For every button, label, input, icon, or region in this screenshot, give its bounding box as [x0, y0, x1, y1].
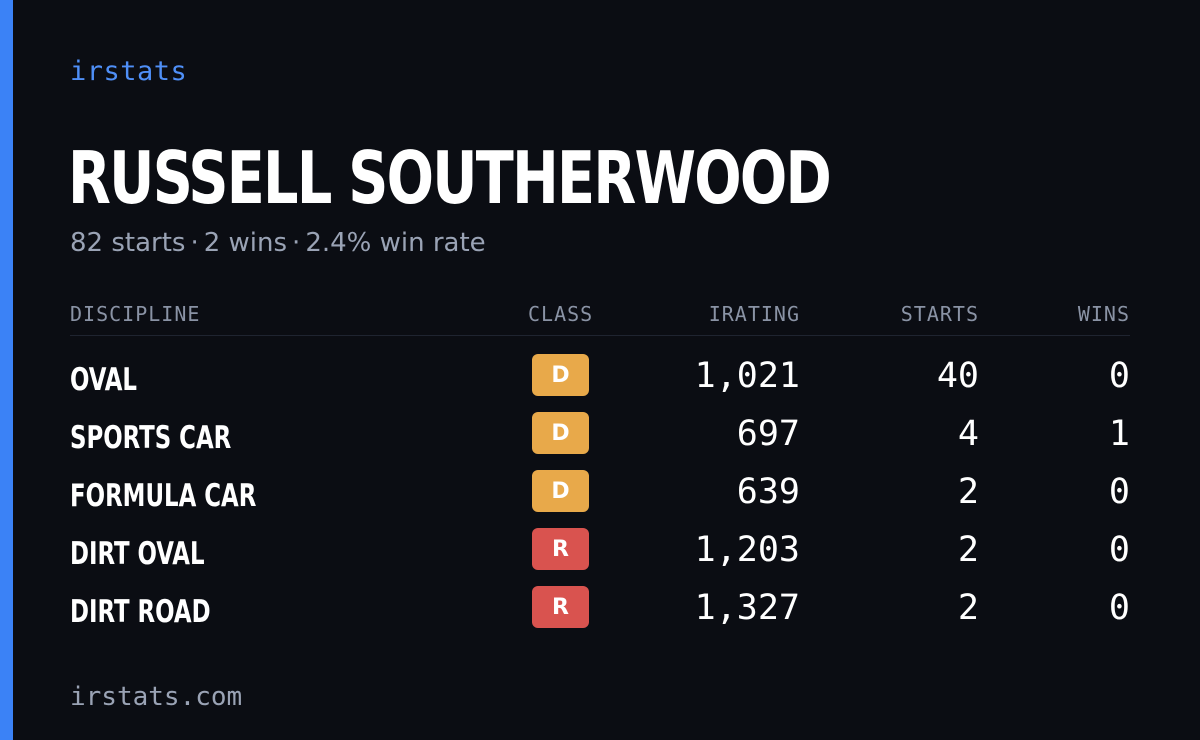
- discipline-name: DIRT OVAL: [70, 536, 205, 572]
- summary-separator: ·: [190, 228, 199, 258]
- starts-value: 2: [957, 530, 979, 570]
- accent-bar: [0, 0, 13, 740]
- wins-value: 0: [1108, 472, 1130, 512]
- table-row: FORMULA CAR D 639 2 0: [70, 468, 1130, 526]
- table-row: OVAL D 1,021 40 0: [70, 352, 1130, 410]
- wins-value: 0: [1108, 530, 1130, 570]
- driver-name: RUSSELL SOUTHERWOOD: [68, 136, 832, 220]
- starts-value: 40: [936, 356, 979, 396]
- header-irating: IRATING: [708, 302, 800, 326]
- table-row: DIRT OVAL R 1,203 2 0: [70, 526, 1130, 584]
- wins-value: 0: [1108, 588, 1130, 628]
- class-badge: D: [532, 412, 589, 454]
- class-badge: R: [532, 528, 589, 570]
- wins-value: 1: [1108, 414, 1130, 454]
- table-row: DIRT ROAD R 1,327 2 0: [70, 584, 1130, 642]
- irating-value: 1,021: [694, 356, 800, 396]
- summary-wins: 2 wins: [203, 228, 288, 258]
- discipline-stats-table: DISCIPLINE CLASS IRATING STARTS WINS OVA…: [70, 296, 1130, 630]
- table-body: OVAL D 1,021 40 0 SPORTS CAR D 697 4 1 F…: [70, 352, 1130, 642]
- discipline-name: SPORTS CAR: [70, 420, 232, 456]
- class-badge: D: [532, 470, 589, 512]
- starts-value: 2: [957, 472, 979, 512]
- discipline-name: FORMULA CAR: [70, 478, 257, 514]
- discipline-name: DIRT ROAD: [70, 594, 211, 630]
- wins-value: 0: [1108, 356, 1130, 396]
- irating-value: 697: [736, 414, 800, 454]
- summary-starts: 82 starts: [70, 228, 186, 258]
- header-class: CLASS: [528, 302, 594, 326]
- irating-value: 1,327: [694, 588, 800, 628]
- header-wins: WINS: [1077, 302, 1130, 326]
- discipline-name: OVAL: [70, 362, 138, 398]
- brand-logo-text: irstats: [70, 56, 188, 87]
- summary-win-rate: 2.4% win rate: [305, 228, 486, 258]
- header-starts: STARTS: [900, 302, 979, 326]
- irating-value: 639: [736, 472, 800, 512]
- class-badge: R: [532, 586, 589, 628]
- irating-value: 1,203: [694, 530, 800, 570]
- starts-value: 2: [957, 588, 979, 628]
- footer-site-url: irstats.com: [70, 682, 243, 712]
- table-row: SPORTS CAR D 697 4 1: [70, 410, 1130, 468]
- driver-summary: 82 starts · 2 wins · 2.4% win rate: [70, 228, 486, 258]
- starts-value: 4: [957, 414, 979, 454]
- header-discipline: DISCIPLINE: [70, 302, 201, 326]
- table-header: DISCIPLINE CLASS IRATING STARTS WINS: [70, 296, 1130, 336]
- class-badge: D: [532, 354, 589, 396]
- summary-separator: ·: [292, 228, 301, 258]
